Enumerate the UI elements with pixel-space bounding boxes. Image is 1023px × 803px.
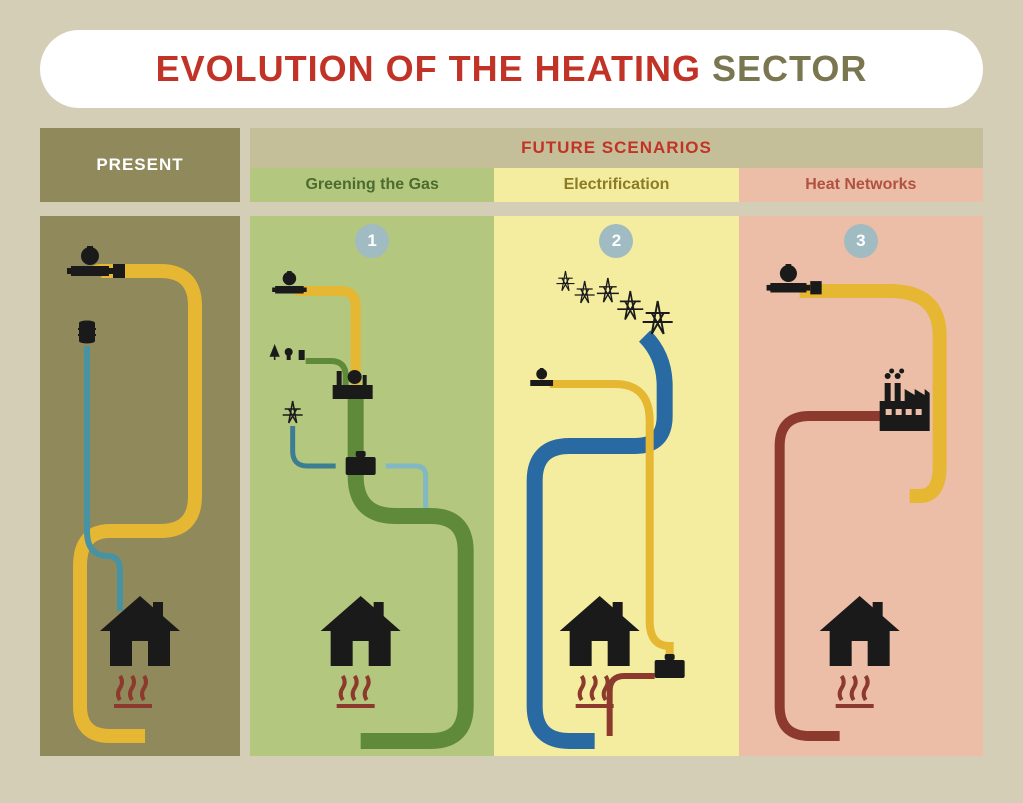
scenario-3-panel: 3 — [739, 216, 983, 756]
scenario-panels: 1 — [250, 216, 983, 756]
scenario-3-flow — [739, 216, 983, 756]
scenario-2-panel: 2 — [494, 216, 738, 756]
badge-2: 2 — [599, 224, 633, 258]
present-flow-diagram — [40, 216, 240, 756]
present-column: PRESENT — [40, 128, 240, 756]
scenario-2-flow — [494, 216, 738, 756]
title-bar: EVOLUTION OF THE HEATING SECTOR — [40, 30, 983, 108]
scenario-3-header: Heat Networks — [739, 168, 983, 202]
title-part1: EVOLUTION OF THE HEATING — [156, 48, 712, 89]
present-header: PRESENT — [40, 128, 240, 202]
present-panel — [40, 216, 240, 756]
scenario-1-header: Greening the Gas — [250, 168, 494, 202]
future-header: FUTURE SCENARIOS — [250, 128, 983, 168]
columns: PRESENT — [0, 128, 1023, 756]
title-part2: SECTOR — [712, 48, 867, 89]
scenario-2-header: Electrification — [494, 168, 738, 202]
scenario-1-flow — [250, 216, 494, 756]
scenario-1-panel: 1 — [250, 216, 494, 756]
sub-headers: Greening the Gas Electrification Heat Ne… — [250, 168, 983, 202]
badge-3: 3 — [844, 224, 878, 258]
future-column: FUTURE SCENARIOS Greening the Gas Electr… — [250, 128, 983, 756]
badge-1: 1 — [355, 224, 389, 258]
